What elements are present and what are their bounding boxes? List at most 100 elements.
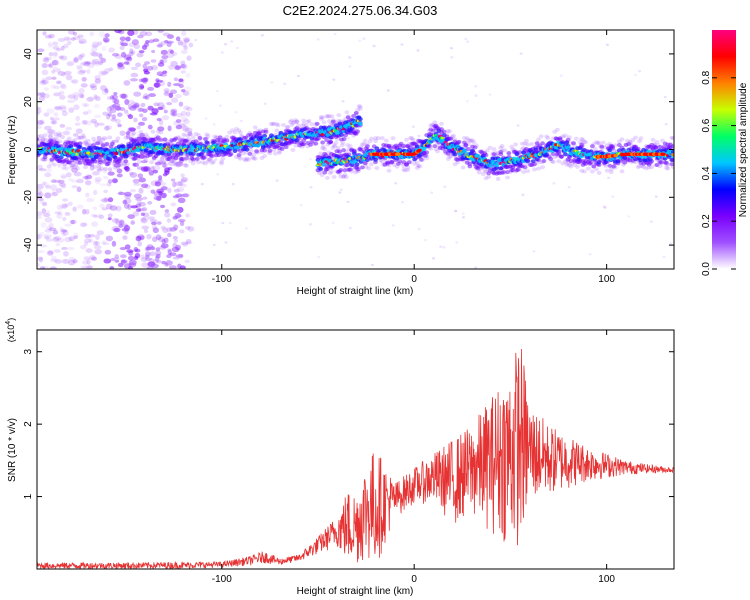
heatmap-cell xyxy=(145,135,150,140)
heatmap-cell xyxy=(128,127,136,132)
heatmap-cell xyxy=(142,196,148,200)
heatmap-cell xyxy=(149,160,154,165)
heatmap-cell xyxy=(129,78,138,82)
heatmap-cell xyxy=(341,174,346,179)
heatmap-cell xyxy=(101,240,107,245)
heatmap-cell xyxy=(515,167,521,172)
heatmap-cell xyxy=(410,137,416,142)
heatmap-cell xyxy=(37,249,45,254)
heatmap-cell xyxy=(61,258,70,264)
heatmap-cell xyxy=(486,174,492,179)
heatmap-cell xyxy=(70,79,78,84)
spectrogram-xlabel: Height of straight line (km) xyxy=(297,286,414,297)
colorbar-ticks: 0.0 0.2 0.4 0.6 0.8 xyxy=(701,70,736,276)
heatmap-cell xyxy=(426,143,432,148)
heatmap-cell xyxy=(529,141,535,146)
heatmap-cell xyxy=(405,165,411,170)
heatmap-cell xyxy=(57,210,64,216)
snr-frame xyxy=(36,329,675,570)
heatmap-cell xyxy=(224,241,228,244)
heatmap-cell xyxy=(638,136,644,141)
heatmap-cell xyxy=(357,117,363,122)
heatmap-cell xyxy=(495,176,501,181)
heatmap-cell xyxy=(79,244,87,250)
heatmap-cell xyxy=(493,151,498,156)
heatmap-cell xyxy=(169,227,177,232)
heatmap-cell xyxy=(126,134,132,139)
heatmap-cell xyxy=(132,162,137,167)
heatmap-cell xyxy=(147,86,155,91)
heatmap-cell xyxy=(144,184,151,189)
heatmap-cell xyxy=(81,40,88,45)
heatmap-cell xyxy=(370,263,374,267)
heatmap-cell xyxy=(424,150,430,155)
heatmap-cell xyxy=(585,166,591,171)
heatmap-cell xyxy=(109,95,115,100)
heatmap-cell xyxy=(196,160,202,165)
heatmap-cell xyxy=(138,50,145,54)
heatmap-cell xyxy=(366,166,372,171)
heatmap-cell xyxy=(451,133,457,138)
heatmap-cell xyxy=(583,140,589,145)
heatmap-cell xyxy=(190,151,196,156)
heatmap-cell xyxy=(670,158,674,163)
heatmap-cell xyxy=(84,180,92,186)
heatmap-cell xyxy=(139,132,145,138)
heatmap-cell xyxy=(141,77,148,83)
heatmap-cell xyxy=(107,213,113,218)
heatmap-cell xyxy=(450,46,454,50)
heatmap-cell xyxy=(95,213,103,218)
heatmap-cell xyxy=(101,46,107,51)
heatmap-cell xyxy=(78,93,84,99)
heatmap-cell xyxy=(39,119,45,125)
heatmap-cell xyxy=(661,152,666,156)
heatmap-cell xyxy=(480,171,486,176)
heatmap-cell xyxy=(442,246,446,249)
heatmap-cell xyxy=(116,173,123,178)
heatmap-cell xyxy=(61,110,68,117)
heatmap-cell xyxy=(627,215,631,218)
heatmap-cell xyxy=(147,124,153,130)
heatmap-cell xyxy=(375,136,381,141)
heatmap-cell xyxy=(90,85,98,91)
heatmap-cell xyxy=(175,93,182,99)
heatmap-cell xyxy=(634,73,638,77)
heatmap-cell xyxy=(625,138,630,143)
heatmap-cell xyxy=(139,151,145,156)
heatmap-cell xyxy=(133,255,139,261)
heatmap-cell xyxy=(180,63,188,70)
heatmap-cell xyxy=(155,247,161,252)
heatmap-cell xyxy=(373,139,378,144)
heatmap-cell xyxy=(45,210,51,215)
heatmap-cell xyxy=(591,142,597,147)
heatmap-cell xyxy=(299,204,303,207)
heatmap-cell xyxy=(61,246,68,250)
heatmap-cell xyxy=(218,104,222,107)
heatmap-cell xyxy=(81,222,88,227)
snr-axes: -100 0 100 1 2 3 xyxy=(23,330,674,585)
heatmap-cell xyxy=(95,52,102,58)
heatmap-cell xyxy=(59,94,66,100)
heatmap-cell xyxy=(94,121,99,128)
heatmap-cell xyxy=(95,240,101,246)
heatmap-cell xyxy=(177,197,186,204)
heatmap-cell xyxy=(127,127,133,134)
heatmap-cell xyxy=(121,51,127,58)
heatmap-cell xyxy=(540,165,545,170)
heatmap-cell xyxy=(94,179,101,185)
heatmap-cell xyxy=(61,232,66,237)
heatmap-cell xyxy=(102,167,108,174)
heatmap-cell xyxy=(107,171,115,176)
heatmap-cell xyxy=(594,140,599,145)
heatmap-cell xyxy=(521,169,527,174)
heatmap-cell xyxy=(92,189,98,196)
heatmap-cell xyxy=(363,164,369,169)
heatmap-cell xyxy=(517,150,523,155)
heatmap-cell xyxy=(38,133,44,138)
heatmap-cell xyxy=(160,243,169,249)
heatmap-cell xyxy=(166,40,174,44)
heatmap-cell xyxy=(190,135,196,140)
heatmap-cell xyxy=(50,258,59,263)
heatmap-cell xyxy=(57,38,66,42)
heatmap-cell xyxy=(178,78,184,83)
